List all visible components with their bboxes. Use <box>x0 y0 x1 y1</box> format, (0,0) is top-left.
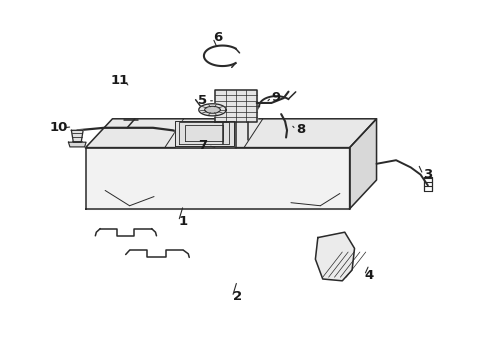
Text: 8: 8 <box>296 123 305 136</box>
Polygon shape <box>215 90 256 122</box>
Text: 7: 7 <box>198 139 207 152</box>
Text: 4: 4 <box>364 269 373 282</box>
Polygon shape <box>204 106 220 113</box>
Text: 10: 10 <box>49 121 68 134</box>
Polygon shape <box>315 232 354 281</box>
Polygon shape <box>175 121 233 146</box>
Text: 11: 11 <box>110 75 129 87</box>
Text: 3: 3 <box>423 168 431 181</box>
Polygon shape <box>85 119 376 148</box>
Polygon shape <box>68 142 86 147</box>
Text: 9: 9 <box>271 91 280 104</box>
Polygon shape <box>349 119 376 209</box>
Text: 2: 2 <box>232 291 241 303</box>
Text: 6: 6 <box>213 31 222 44</box>
Text: 1: 1 <box>179 215 187 228</box>
Polygon shape <box>85 148 349 209</box>
Polygon shape <box>71 130 83 142</box>
Polygon shape <box>199 104 226 116</box>
Text: 5: 5 <box>198 94 207 107</box>
